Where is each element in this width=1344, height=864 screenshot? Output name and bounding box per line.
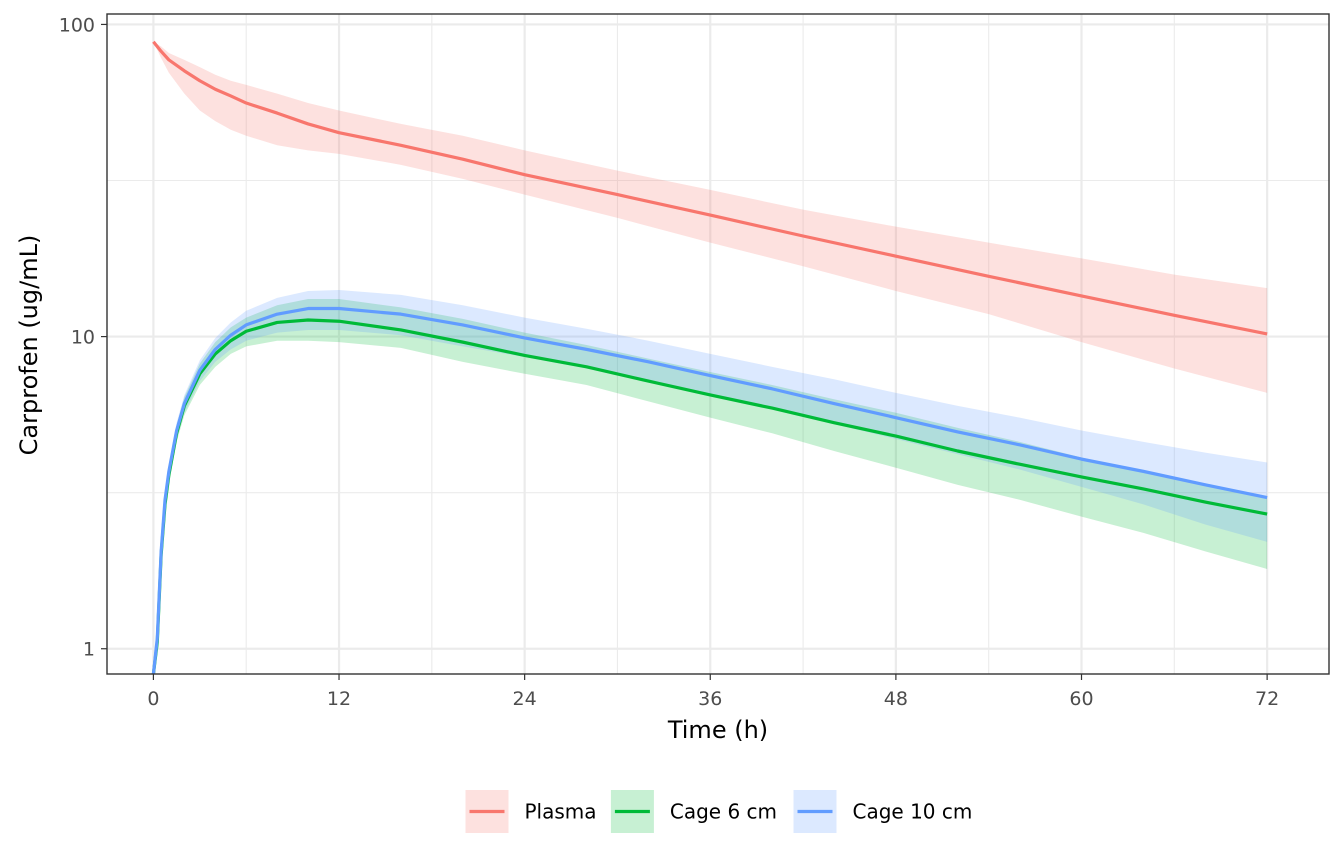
x-tick-label: 36 [698, 688, 722, 710]
ribbon-cage-10-cm [153, 290, 1268, 674]
legend-label: Plasma [525, 800, 597, 824]
series-line-plasma [152, 40, 1268, 336]
x-tick-label: 0 [147, 688, 159, 710]
x-axis-title: Time (h) [667, 716, 768, 744]
x-tick-label: 60 [1069, 688, 1093, 710]
y-tick-label: 100 [59, 14, 95, 36]
legend: Plasma Cage 6 cm Cage 10 cm [465, 790, 973, 833]
grid-major [107, 14, 1329, 674]
x-tick-label: 24 [513, 688, 537, 710]
y-tick-label: 10 [71, 327, 95, 349]
x-tick-label: 12 [327, 688, 351, 710]
legend-label: Cage 10 cm [853, 800, 973, 824]
plot-panel-border [106, 13, 1330, 675]
series-line-cage-10-cm [151, 306, 1268, 675]
series-lines [151, 40, 1268, 675]
legend-label: Cage 6 cm [670, 800, 777, 824]
y-axis-title: Carprofen (ug/mL) [15, 235, 43, 456]
ribbon-plasma [153, 41, 1268, 393]
x-tick-label: 48 [884, 688, 908, 710]
x-axis: 0 12 24 36 48 60 72 [147, 674, 1279, 710]
x-tick-label: 72 [1255, 688, 1279, 710]
y-axis: 1 10 100 [59, 14, 107, 661]
grid-minor [107, 14, 1329, 674]
y-tick-label: 1 [83, 639, 95, 661]
